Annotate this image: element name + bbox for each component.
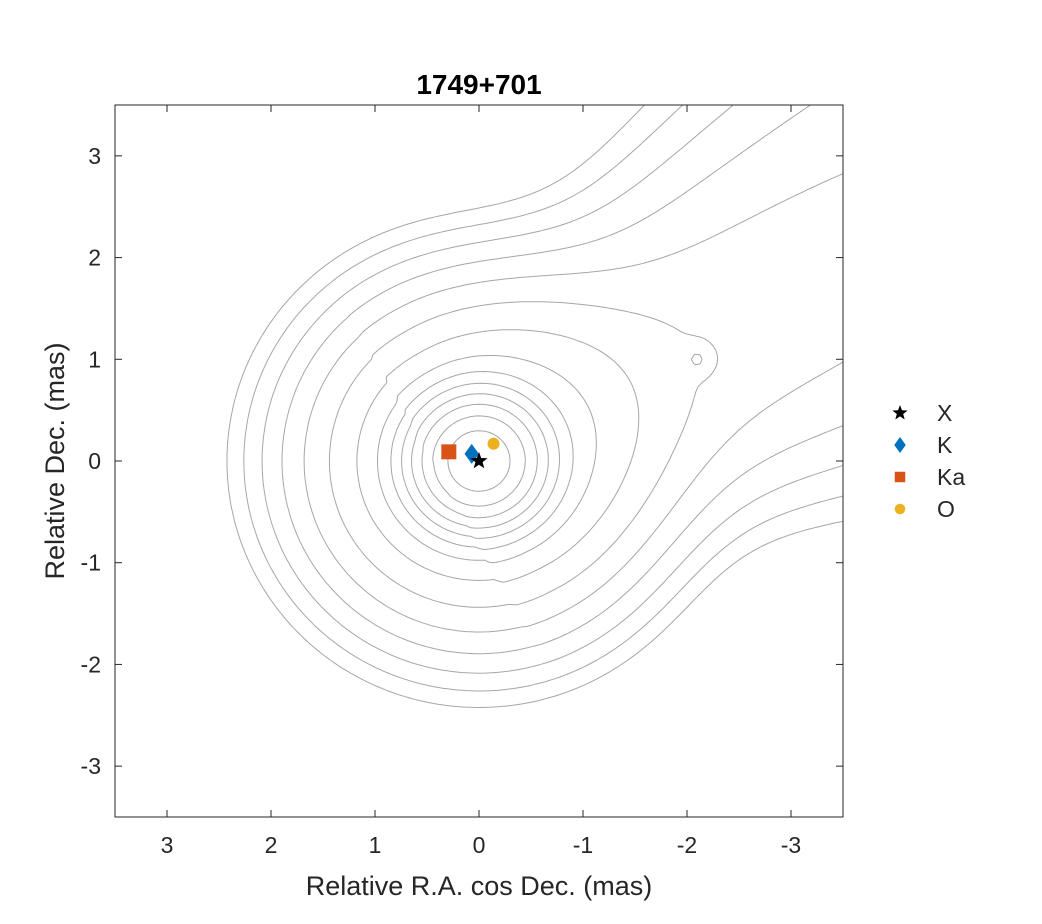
y-tick-label: -2 xyxy=(81,651,101,677)
legend-label-o: O xyxy=(937,496,955,522)
legend-marker-x xyxy=(892,405,908,420)
legend-label-ka: Ka xyxy=(937,464,965,490)
x-axis-label: Relative R.A. cos Dec. (mas) xyxy=(306,871,653,901)
y-tick-label: 0 xyxy=(88,448,101,474)
legend-label-x: X xyxy=(937,400,952,426)
contour-level xyxy=(281,105,843,655)
contour-level xyxy=(401,382,560,539)
legend-marker-k xyxy=(894,437,906,453)
legend-marker-o xyxy=(894,503,906,515)
contour-level xyxy=(421,403,538,519)
y-tick-label: -3 xyxy=(81,753,101,779)
data-point-x xyxy=(470,452,488,469)
contour-level xyxy=(303,173,843,633)
legend-label-k: K xyxy=(937,432,953,458)
y-tick-labels: 3 2 1 0 -1 -2 -3 xyxy=(81,143,101,779)
contour-level xyxy=(432,415,526,507)
legend-marker-ka xyxy=(894,471,906,483)
data-point-ka xyxy=(441,444,457,460)
y-tick-label: 1 xyxy=(88,346,101,372)
legend: XK Ka O xyxy=(892,400,965,522)
x-tick-label: 0 xyxy=(473,832,486,858)
x-tick-label: 2 xyxy=(265,832,278,858)
y-axis-label: Relative Dec. (mas) xyxy=(40,342,70,579)
contour-level xyxy=(390,371,574,550)
x-tick-label: 3 xyxy=(161,832,174,858)
x-tick-label: -1 xyxy=(573,832,593,858)
x-tick-label: 1 xyxy=(369,832,382,858)
y-tick-label: -1 xyxy=(81,550,101,576)
contour-level xyxy=(328,301,719,608)
y-tick-label: 2 xyxy=(88,245,101,271)
x-tick-label: -3 xyxy=(781,832,801,858)
y-tick-label: 3 xyxy=(88,143,101,169)
contour-lines xyxy=(226,105,843,708)
data-point-o xyxy=(487,437,500,450)
contour-level xyxy=(377,355,597,564)
axis-ticks xyxy=(115,105,843,817)
x-tick-label: -2 xyxy=(677,832,697,858)
contour-level xyxy=(411,393,549,529)
contour-level xyxy=(226,105,843,708)
data-markers xyxy=(441,437,500,469)
contour-level xyxy=(356,329,703,583)
contour-level xyxy=(261,105,843,674)
x-tick-labels: 3 2 1 0 -1 -2 -3 xyxy=(161,832,802,858)
contour-level xyxy=(243,105,843,692)
chart-title: 1749+701 xyxy=(416,69,541,100)
